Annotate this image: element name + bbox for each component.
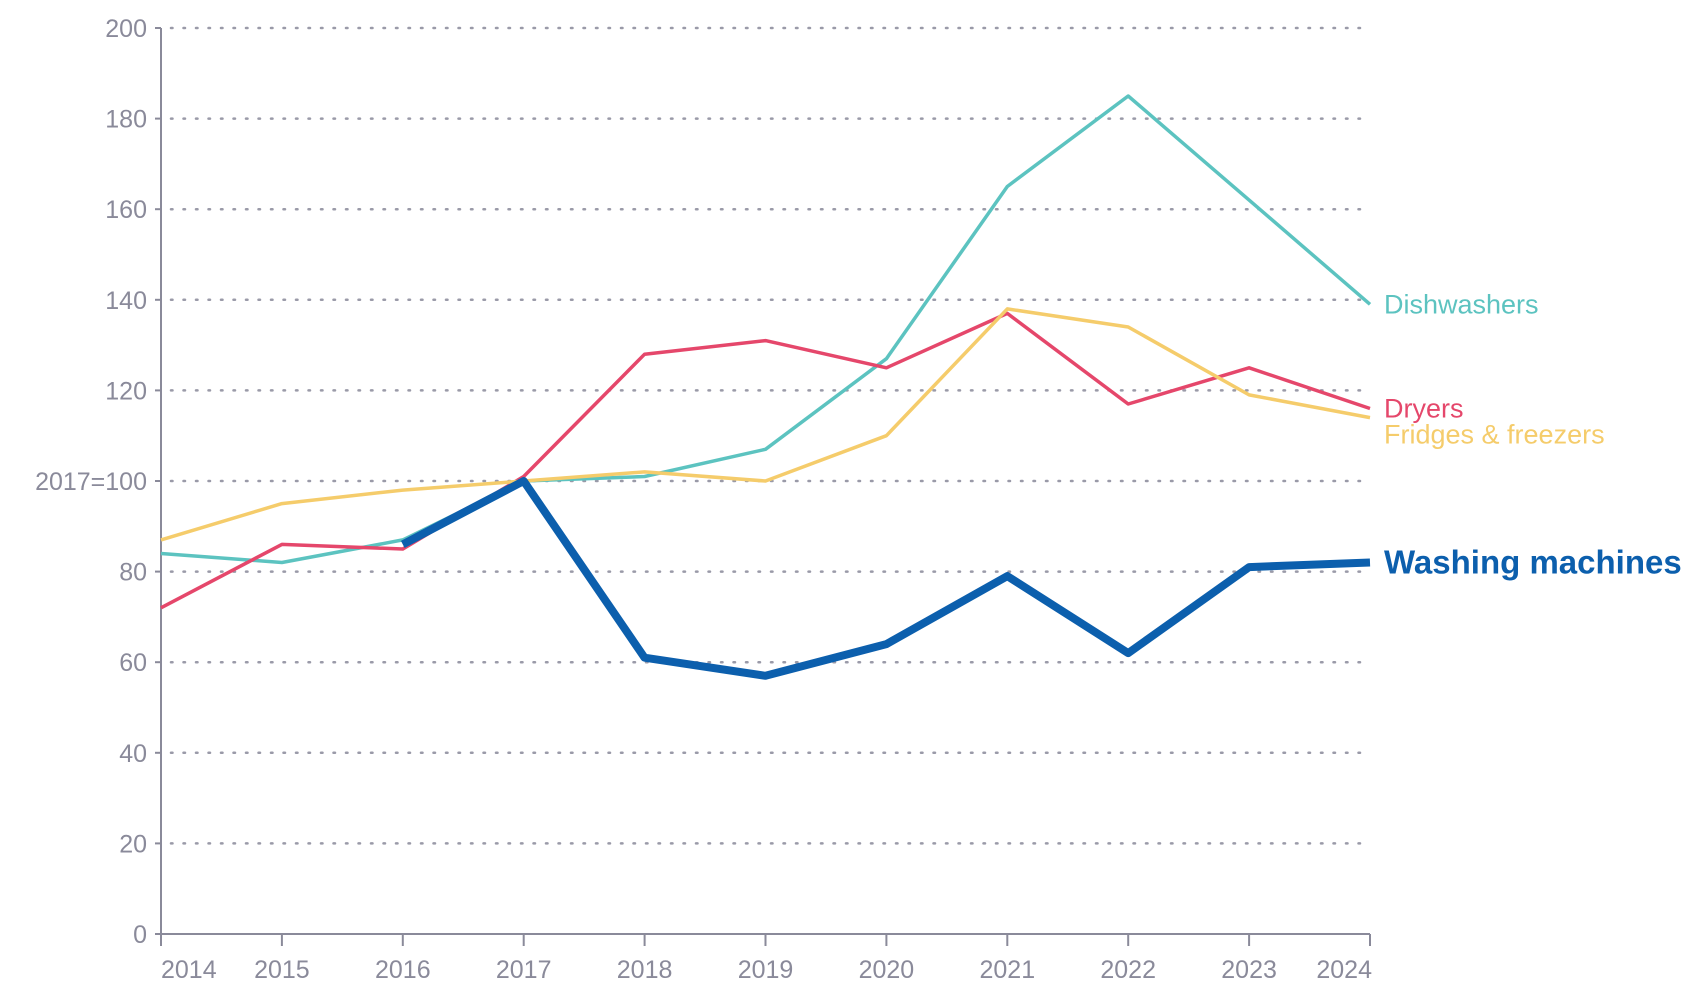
y-tick-label: 60 <box>119 649 147 677</box>
x-tick-label: 2016 <box>375 956 431 984</box>
x-tick-label: 2022 <box>1100 956 1156 984</box>
series-layer <box>160 94 1372 680</box>
x-tick-label: 2017 <box>496 956 552 984</box>
y-tick-label: 120 <box>105 377 147 405</box>
x-tick-label: 2015 <box>254 956 310 984</box>
y-tick-label: 160 <box>105 196 147 224</box>
x-tick-label: 2014 <box>161 956 217 984</box>
series-line-dryers <box>160 311 1371 610</box>
series-label-washing-machines: Washing machines <box>1384 544 1682 581</box>
grid-layer <box>169 26 1372 845</box>
x-tick-label: 2023 <box>1221 956 1277 984</box>
series-label-dryers: Dryers <box>1384 394 1464 424</box>
y-tick-label: 20 <box>119 830 147 858</box>
y-tick-label: 200 <box>105 15 147 43</box>
y-tick-label: 80 <box>119 559 147 587</box>
series-line-dishwashers <box>160 94 1372 565</box>
x-tick-label: 2024 <box>1316 956 1372 984</box>
x-tick-label: 2018 <box>617 956 673 984</box>
tick-layer: 0 20 40 60 80 2017=100 120 140 160 180 200 2014 2015… <box>35 15 1372 984</box>
y-tick-label: 40 <box>119 740 147 768</box>
x-tick-label: 2019 <box>738 956 794 984</box>
y-tick-label: 180 <box>105 106 147 134</box>
series-line-fridges-freezers <box>160 307 1371 542</box>
series-label-dishwashers: Dishwashers <box>1384 289 1539 319</box>
series-line-washing-machines <box>400 477 1371 680</box>
x-tick-label: 2020 <box>859 956 915 984</box>
y-tick-label: 140 <box>105 287 147 315</box>
series-label-fridges-freezers: Fridges & freezers <box>1384 420 1605 450</box>
y-tick-label: 2017=100 <box>35 468 147 496</box>
y-tick-label: 0 <box>133 921 147 949</box>
x-tick-label: 2021 <box>979 956 1035 984</box>
